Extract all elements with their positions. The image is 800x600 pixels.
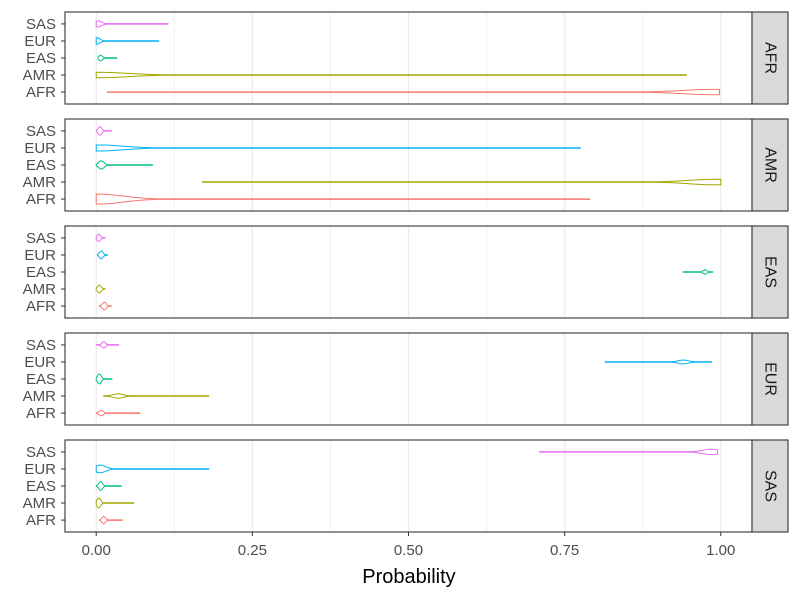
x-tick-label: 0.75 (550, 542, 579, 559)
y-tick-label: AMR (23, 495, 57, 512)
y-tick-label: EUR (24, 247, 56, 264)
y-tick-label: AFR (26, 298, 56, 315)
facet-strip-label: EUR (762, 362, 779, 396)
violin-sas-sas (539, 448, 719, 456)
facet-strip-label: SAS (762, 470, 779, 502)
y-tick-label: EAS (26, 478, 56, 495)
facet-strip (751, 225, 789, 319)
violin-eas-sas (95, 233, 106, 242)
violin-sas-amr (95, 497, 135, 509)
y-tick-label: AFR (26, 84, 56, 101)
y-tick-label: EUR (24, 461, 56, 478)
violin-amr-afr (95, 193, 591, 205)
x-tick-label: 0.00 (82, 542, 111, 559)
facet-panels: SASEUREASAMRAFRAFRSASEUREASAMRAFRAMRSASE… (23, 11, 789, 533)
violin-amr-eas (95, 160, 153, 170)
violin-afr-eas (97, 54, 118, 62)
y-tick-label: AFR (26, 512, 56, 529)
violin-eur-eur (604, 359, 712, 365)
y-tick-label: EAS (26, 371, 56, 388)
violin-eur-sas (95, 341, 120, 349)
violin-eur-amr (103, 393, 210, 399)
violin-afr-afr (106, 88, 721, 96)
violin-afr-sas (95, 20, 169, 28)
violin-amr-amr (201, 178, 722, 186)
y-tick-label: EUR (24, 354, 56, 371)
y-tick-label: AFR (26, 191, 56, 208)
x-axis-title: Probability (362, 566, 455, 588)
y-tick-label: AFR (26, 405, 56, 422)
y-tick-label: SAS (26, 230, 56, 247)
x-tick-label: 1.00 (706, 542, 735, 559)
violin-eas-eur (96, 250, 108, 260)
facet-strip (751, 11, 789, 105)
y-tick-label: SAS (26, 123, 56, 140)
y-tick-label: SAS (26, 337, 56, 354)
violin-sas-eas (95, 481, 122, 491)
violin-sas-eur (95, 464, 210, 474)
y-tick-label: AMR (23, 388, 57, 405)
facet-strip-label: AMR (762, 147, 779, 183)
violin-amr-eur (95, 144, 581, 152)
facet-strip (751, 332, 789, 426)
facet-strip-label: AFR (762, 42, 779, 74)
y-tick-label: EUR (24, 140, 56, 157)
violin-eur-afr (95, 409, 141, 417)
y-tick-label: AMR (23, 174, 57, 191)
facet-strip-label: EAS (762, 256, 779, 288)
violin-afr-eur (95, 37, 160, 45)
violin-afr-amr (95, 71, 687, 79)
violin-sas-afr (98, 515, 123, 525)
facet-strip (751, 439, 789, 533)
violin-eas-eas (682, 269, 714, 275)
y-tick-label: SAS (26, 16, 56, 33)
violin-eas-afr (98, 301, 112, 311)
x-tick-label: 0.25 (238, 542, 267, 559)
facet-strip (751, 118, 789, 212)
y-tick-label: AMR (23, 67, 57, 84)
violin-amr-sas (95, 126, 112, 136)
y-tick-label: EUR (24, 33, 56, 50)
y-tick-label: EAS (26, 264, 56, 281)
x-tick-label: 0.50 (394, 542, 423, 559)
y-tick-label: AMR (23, 281, 57, 298)
violin-eas-amr (95, 284, 106, 294)
y-tick-label: EAS (26, 50, 56, 67)
violin-eur-eas (95, 373, 113, 385)
y-tick-label: EAS (26, 157, 56, 174)
x-axis: 0.00 0.25 0.50 0.75 1.00 (82, 532, 735, 559)
y-tick-label: SAS (26, 444, 56, 461)
